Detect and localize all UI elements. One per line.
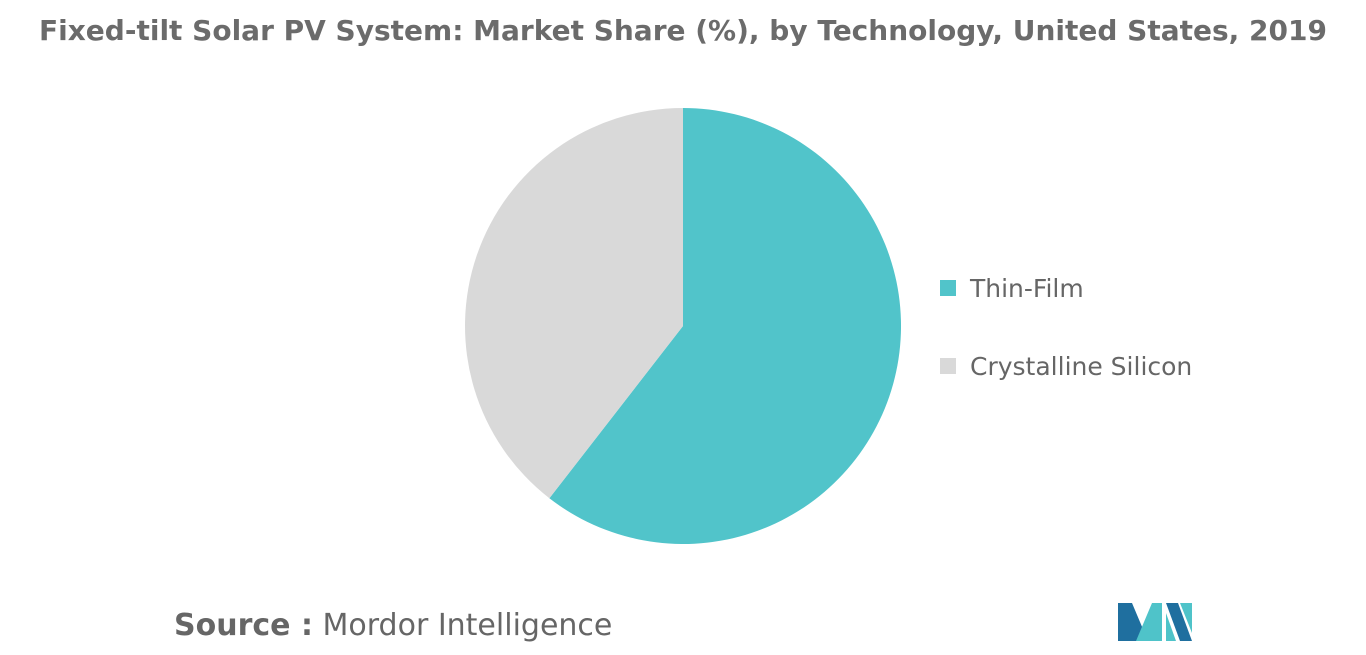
source-note: Source : Mordor Intelligence [174,608,612,643]
legend-swatch-thin-film [940,280,956,296]
source-prefix: Source : [174,608,313,643]
legend-swatch-crystalline-silicon [940,358,956,374]
legend-label-thin-film: Thin-Film [970,273,1084,303]
legend-label-crystalline-silicon: Crystalline Silicon [970,351,1193,381]
chart-title: Fixed-tilt Solar PV System: Market Share… [39,14,1327,47]
legend: Thin-Film Crystalline Silicon [940,270,1192,426]
legend-item-crystalline-silicon: Crystalline Silicon [940,348,1192,384]
source-text: Mordor Intelligence [322,608,613,643]
pie-slice-crystalline-silicon [465,108,683,499]
legend-item-thin-film: Thin-Film [940,270,1192,306]
mordor-intelligence-logo-icon [1118,603,1192,641]
pie-slice-thin-film [549,107,902,544]
